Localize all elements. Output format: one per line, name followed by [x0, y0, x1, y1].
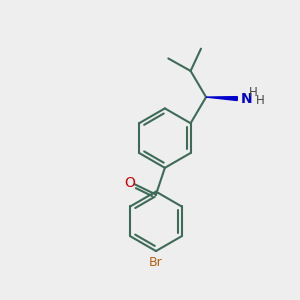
Text: H: H [249, 85, 258, 98]
Text: H: H [256, 94, 265, 107]
Text: O: O [124, 176, 135, 190]
Polygon shape [206, 97, 237, 101]
Text: Br: Br [149, 256, 163, 269]
Text: N: N [241, 92, 253, 106]
